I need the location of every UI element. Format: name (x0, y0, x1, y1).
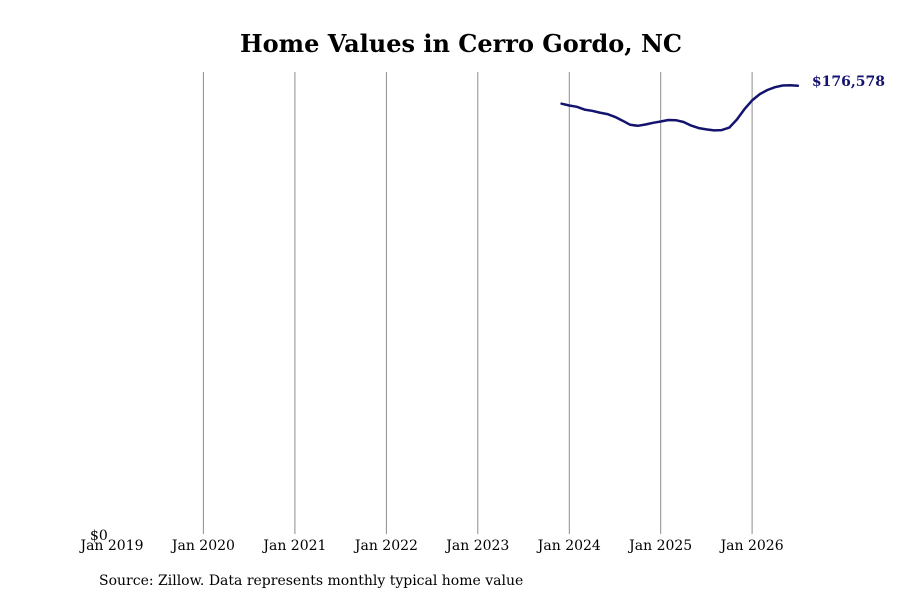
x-tick-label: Jan 2022 (353, 538, 418, 554)
x-tick-label: Jan 2023 (444, 538, 509, 554)
y-tick-label: $0 (90, 528, 108, 544)
series-layer: $176,578 (560, 74, 885, 132)
source-note: Source: Zillow. Data represents monthly … (99, 573, 524, 589)
x-tick-label: Jan 2019 (78, 538, 143, 554)
x-tick-label: Jan 2025 (627, 538, 692, 554)
chart-title: Home Values in Cerro Gordo, NC (240, 29, 682, 58)
grid-layer (202, 72, 753, 534)
end-value-label: $176,578 (812, 74, 885, 90)
series-line (560, 83, 800, 132)
x-tick-label: Jan 2024 (536, 538, 601, 554)
x-tick-label: Jan 2021 (261, 538, 326, 554)
x-tick-label: Jan 2026 (719, 538, 784, 554)
x-tick-label: Jan 2020 (170, 538, 235, 554)
tick-layer: Jan 2019 Jan 2020 Jan 2021 Jan 2022 Jan 2023… (78, 528, 783, 554)
